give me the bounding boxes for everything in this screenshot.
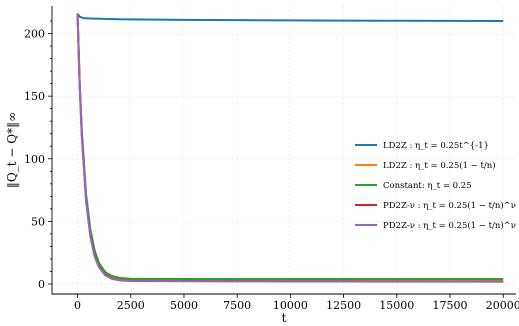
- legend-label: PD2Z-ν : η_t = 0.25(1 − t/n)^ν , ν = 3: [383, 220, 519, 231]
- y-axis-label: ‖Q_t − Q*‖∞: [5, 112, 19, 188]
- x-tick-label: 12500: [326, 299, 361, 312]
- x-tick-label: 5000: [170, 299, 198, 312]
- x-tick-label: 17500: [433, 299, 468, 312]
- legend-label: Constant: η_t = 0.25: [383, 181, 472, 191]
- x-tick-label: 7500: [223, 299, 251, 312]
- legend: LD2Z : η_t = 0.25t^{-1} LD2Z : η_t = 0.25…: [355, 141, 519, 231]
- series-lines: [76, 12, 504, 283]
- x-axis-label: t: [282, 311, 287, 325]
- x-tick-label: 0: [74, 299, 81, 312]
- grid: [52, 6, 516, 294]
- y-tick-label: 100: [24, 153, 45, 166]
- axes: 0 2500 5000 7500 10000 12500 15000 17500 20000 0 5…: [24, 6, 519, 312]
- y-tick-label: 200: [24, 28, 45, 41]
- x-tick-label: 2500: [117, 299, 145, 312]
- legend-label: PD2Z-ν : η_t = 0.25(1 − t/n)^ν , ν = 2: [383, 200, 519, 211]
- x-tick-label: 20000: [486, 299, 519, 312]
- legend-label: LD2Z : η_t = 0.25t^{-1}: [383, 141, 489, 151]
- x-tick-label: 15000: [379, 299, 414, 312]
- series-line-1: [76, 12, 504, 23]
- legend-label: LD2Z : η_t = 0.25(1 − t/n): [383, 160, 496, 171]
- y-tick-label: 50: [31, 215, 45, 228]
- y-tick-label: 0: [38, 278, 45, 291]
- y-tick-label: 150: [24, 90, 45, 103]
- series-line-5: [76, 13, 504, 283]
- axis-spines: [51, 6, 516, 295]
- x-tick-label: 10000: [273, 299, 308, 312]
